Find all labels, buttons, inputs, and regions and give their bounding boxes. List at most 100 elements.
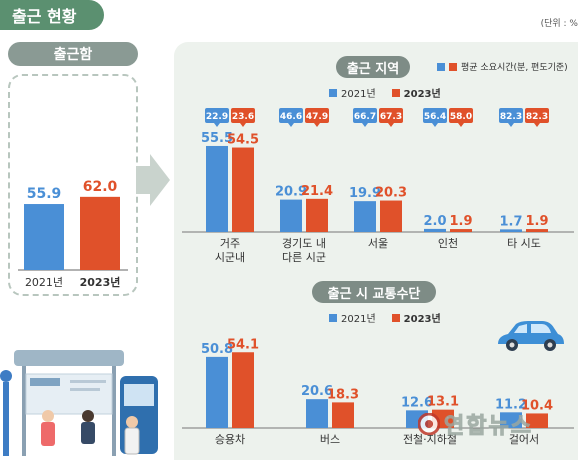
car-illustration (498, 321, 564, 351)
category-label: 거주 (220, 237, 240, 250)
bar-value-label: 1.9 (525, 214, 548, 229)
category-label: 버스 (320, 433, 340, 446)
avg-time-label: 56.4 (424, 112, 446, 122)
commute-category-label: 2021년 (25, 276, 63, 289)
page-title: 출근 현황 (0, 0, 104, 30)
avg-time-tag-pointer (214, 123, 220, 127)
category-label: 서울 (368, 237, 388, 250)
avg-time-tag (379, 108, 403, 123)
category-label: 타 시도 (507, 237, 541, 250)
avg-time-label: 82.3 (526, 112, 548, 122)
category-label: 전철·지하철 (403, 432, 457, 446)
bar-value-label: 54.1 (227, 337, 259, 352)
bar-value-label: 18.3 (327, 387, 359, 402)
bar-value-label: 54.5 (227, 133, 259, 148)
avg-time-label: 23.6 (232, 112, 254, 122)
bar-2021년-타 시도 (500, 229, 522, 232)
bar-value-label: 20.3 (375, 186, 407, 201)
legend2-2023-label: 2023년 (403, 314, 441, 325)
bar-2021년-서울 (354, 201, 376, 232)
legend-blue-tag-icon (437, 62, 445, 71)
bar-value-label: 12.6 (401, 395, 433, 410)
bar-value-label: 1.9 (449, 214, 472, 229)
bar-value-label: 20.9 (275, 185, 307, 200)
arrow-right-icon (136, 154, 170, 206)
avg-time-tag (231, 108, 255, 123)
transport-pill: 출근 시 교통수단 (312, 281, 436, 303)
category-label: 시군내 (215, 251, 245, 264)
category-label: 인천 (438, 236, 458, 250)
legend-2021-swatch (329, 88, 337, 97)
bar-2021년-거주시군내 (206, 145, 228, 232)
bar-value-label: 10.4 (521, 398, 553, 413)
avg-time-label: 22.9 (206, 112, 228, 122)
bar-2021년-경기도 내다른 시군 (280, 199, 302, 232)
bar-2021년-인천 (424, 228, 446, 232)
commute-bar-2021년 (24, 204, 64, 270)
avg-time-tag (499, 108, 523, 123)
avg-time-tag-pointer (508, 123, 514, 127)
commute-category-label: 2023년 (80, 275, 121, 289)
legend-2023-label: 2023년 (403, 89, 441, 100)
avg-time-tag (305, 108, 329, 123)
bar-value-label: 50.8 (201, 342, 233, 357)
avg-time-tag-pointer (458, 123, 464, 127)
avg-time-label: 67.3 (380, 112, 402, 122)
bar-2021년-버스 (306, 399, 328, 428)
legend2-2021-label: 2021년 (341, 314, 376, 325)
region-pill: 출근 지역 (336, 56, 410, 78)
avg-time-tag (279, 108, 303, 123)
region-legend: 2021년 2023년 (329, 85, 441, 100)
avg-time-tag (353, 108, 377, 123)
avg-time-tag (423, 108, 447, 123)
bar-2023년-승용차 (232, 352, 254, 428)
category-label: 다른 시군 (282, 251, 326, 264)
category-label: 걸어서 (509, 433, 539, 446)
avg-time-label: 58.0 (450, 112, 472, 122)
bar-2023년-거주시군내 (232, 147, 254, 232)
bar-2023년-경기도 내다른 시군 (306, 198, 328, 232)
bar-2023년-서울 (380, 200, 402, 232)
avg-time-tag-pointer (388, 123, 394, 127)
avg-time-legend: 평균 소요시간(분, 편도기준) (437, 60, 568, 73)
category-label: 승용차 (215, 433, 245, 446)
bar-2023년-인천 (450, 229, 472, 232)
avg-time-tag (205, 108, 229, 123)
transport-chart: 50.854.1 승용차 20.618.3 버스 12.613.1 전철·지하철 11.21… (182, 337, 574, 446)
bar-2023년-버스 (332, 402, 354, 428)
legend2-2021-swatch (329, 313, 337, 322)
avg-time-label: 66.7 (354, 112, 376, 122)
bar-2021년-승용차 (206, 356, 228, 428)
avg-time-tag-pointer (432, 123, 438, 127)
commute-value-label: 55.9 (27, 186, 62, 202)
watermark-logo-icon (418, 413, 440, 435)
page-title-text: 출근 현황 (12, 7, 77, 26)
bar-2023년-걸어서 (526, 413, 548, 428)
bar-2023년-타 시도 (526, 229, 548, 232)
avg-time-tag-pointer (362, 123, 368, 127)
commute-bar-2023년 (80, 196, 120, 270)
avg-time-tag (525, 108, 549, 123)
bar-value-label: 19.9 (349, 186, 381, 201)
avg-time-tag-pointer (314, 123, 320, 127)
avg-time-label: 47.9 (306, 112, 328, 122)
avg-time-label: 46.6 (280, 112, 302, 122)
bar-2021년-걸어서 (500, 412, 522, 428)
category-label: 경기도 내 (282, 237, 326, 250)
commute-value-label: 62.0 (83, 179, 118, 195)
avg-time-label: 82.3 (500, 112, 522, 122)
bar-value-label: 2.0 (423, 214, 446, 229)
bus-stop-illustration (0, 350, 158, 456)
legend-orange-tag-icon (449, 62, 457, 71)
bar-value-label: 55.5 (201, 131, 233, 146)
legend-2023-swatch (391, 88, 400, 97)
watermark: 연합뉴스 (418, 408, 533, 440)
transport-legend: 2021년 2023년 (329, 310, 441, 325)
avg-time-tag-pointer (240, 123, 246, 127)
bar-value-label: 13.1 (427, 395, 459, 410)
bar-value-label: 21.4 (301, 184, 333, 199)
legend2-2023-swatch (391, 313, 400, 322)
avg-time-tag-pointer (288, 123, 294, 127)
watermark-text: 연합뉴스 (444, 414, 533, 440)
